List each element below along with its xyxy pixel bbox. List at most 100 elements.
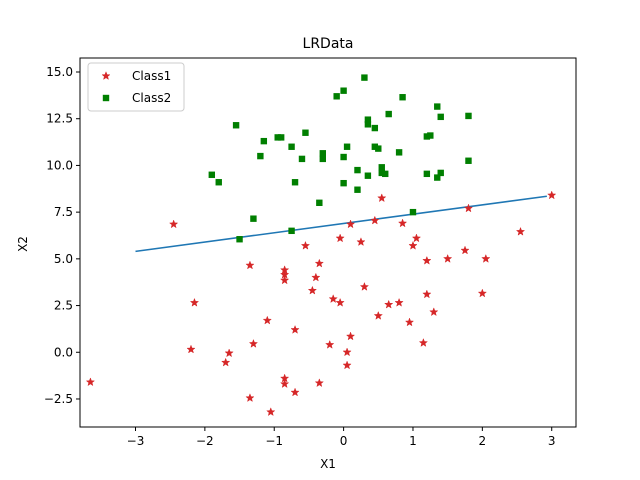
x-tick-label: −2 — [196, 434, 214, 448]
class1-point-19 — [307, 285, 318, 295]
class2-point-15 — [319, 155, 326, 163]
class1-point-24 — [328, 294, 338, 304]
class2-point-0 — [208, 171, 216, 178]
class2-point-28 — [371, 143, 379, 150]
class2-point-40 — [423, 170, 431, 178]
legend-items: Class1 Class2 — [101, 69, 171, 105]
x-tick-label: −1 — [265, 434, 283, 448]
class1-point-46 — [442, 253, 453, 263]
legend-marker-class2 — [102, 94, 110, 102]
decision-boundary-layer — [135, 195, 547, 253]
class1-point-5 — [221, 357, 231, 367]
class1-point-32 — [359, 281, 370, 291]
class1-point-41 — [411, 233, 422, 243]
class1-point-26 — [335, 297, 345, 307]
class1-point-49 — [477, 288, 488, 298]
class2-point-24 — [361, 74, 368, 81]
class2-point-20 — [340, 179, 347, 187]
class2-point-31 — [378, 169, 385, 177]
class2-point-26 — [364, 121, 372, 128]
x-tick-label: 1 — [409, 434, 417, 448]
class2-point-45 — [465, 112, 472, 120]
class2-point-32 — [378, 164, 385, 171]
class1-point-50 — [481, 253, 491, 263]
legend-label-class2: Class2 — [132, 91, 171, 105]
class1-point-13 — [279, 275, 290, 285]
class1-point-52 — [547, 190, 557, 200]
class1-point-33 — [370, 215, 380, 225]
legend: Class1 Class2 — [87, 62, 185, 112]
axes-frame — [79, 57, 577, 428]
class2-point-3 — [232, 122, 240, 129]
class2-point-46 — [465, 157, 472, 164]
class2-point-27 — [364, 172, 372, 179]
class1-point-8 — [245, 393, 255, 403]
class1-point-37 — [394, 297, 404, 307]
y-tick-label: 7.5 — [54, 205, 73, 219]
class2-point-37 — [409, 208, 417, 216]
y-tick-label: −2.5 — [44, 392, 73, 406]
class1-point-10 — [266, 407, 276, 417]
y-tick-label: 5.0 — [54, 252, 73, 266]
y-tick-label: 0.0 — [54, 345, 73, 359]
class1-point-21 — [314, 258, 324, 268]
class1-point-45 — [429, 307, 439, 317]
class2-point-42 — [437, 113, 444, 121]
class2-point-16 — [319, 150, 326, 157]
class2-point-11 — [288, 227, 295, 235]
class1-point-3 — [186, 344, 196, 354]
class2-point-39 — [427, 132, 434, 139]
class2-point-18 — [340, 87, 347, 94]
x-tick-label: 2 — [479, 434, 487, 448]
class1-point-16 — [290, 324, 300, 334]
class1-point-2 — [189, 297, 200, 307]
class2-point-43 — [434, 174, 441, 181]
class1-point-44 — [422, 255, 432, 265]
class1-point-9 — [262, 315, 272, 325]
class1-point-34 — [373, 310, 383, 320]
class2-point-22 — [354, 166, 361, 174]
decision-boundary-line — [135, 195, 547, 253]
class2-point-13 — [302, 129, 309, 136]
class1-point-31 — [356, 237, 366, 247]
class2-point-7 — [274, 134, 281, 141]
class2-point-12 — [298, 155, 306, 163]
class1-point-51 — [515, 226, 526, 236]
class2-point-36 — [399, 94, 406, 101]
legend-marker-class1 — [101, 71, 111, 80]
class1-point-30 — [345, 331, 356, 341]
class1-point-39 — [404, 317, 415, 327]
plot-area — [79, 57, 577, 428]
class2-point-25 — [364, 116, 372, 123]
y-tick-label: 2.5 — [54, 299, 73, 313]
x-tick-label: 3 — [548, 434, 556, 448]
class1-point-4 — [224, 348, 234, 358]
class1-point-28 — [342, 360, 352, 370]
class1-point-29 — [345, 219, 356, 229]
class1-point-17 — [290, 387, 300, 397]
class2-point-8 — [277, 134, 285, 141]
class1-point-18 — [300, 240, 311, 250]
class1-point-15 — [279, 379, 290, 389]
class1-point-23 — [325, 339, 335, 349]
class2-point-5 — [257, 152, 264, 160]
class1-point-42 — [418, 338, 429, 347]
class2-point-14 — [316, 199, 323, 206]
class2-point-17 — [333, 93, 340, 100]
class2-point-30 — [375, 145, 382, 152]
class1-point-38 — [397, 218, 408, 228]
class2-point-38 — [423, 133, 431, 140]
class2-point-34 — [385, 110, 392, 118]
class2-point-6 — [260, 137, 268, 145]
class1-point-20 — [311, 272, 321, 282]
class2-point-1 — [215, 179, 222, 186]
x-axis-ticks: −3 −2 −1 0 1 2 3 — [127, 427, 556, 448]
class1-point-40 — [408, 240, 418, 250]
class1-point-47 — [460, 245, 470, 255]
chart-title: LRData — [303, 36, 354, 52]
class1-point-7 — [248, 338, 259, 348]
class1-point-48 — [463, 203, 474, 213]
class1-point-35 — [377, 193, 387, 203]
class2-point-44 — [437, 169, 444, 177]
